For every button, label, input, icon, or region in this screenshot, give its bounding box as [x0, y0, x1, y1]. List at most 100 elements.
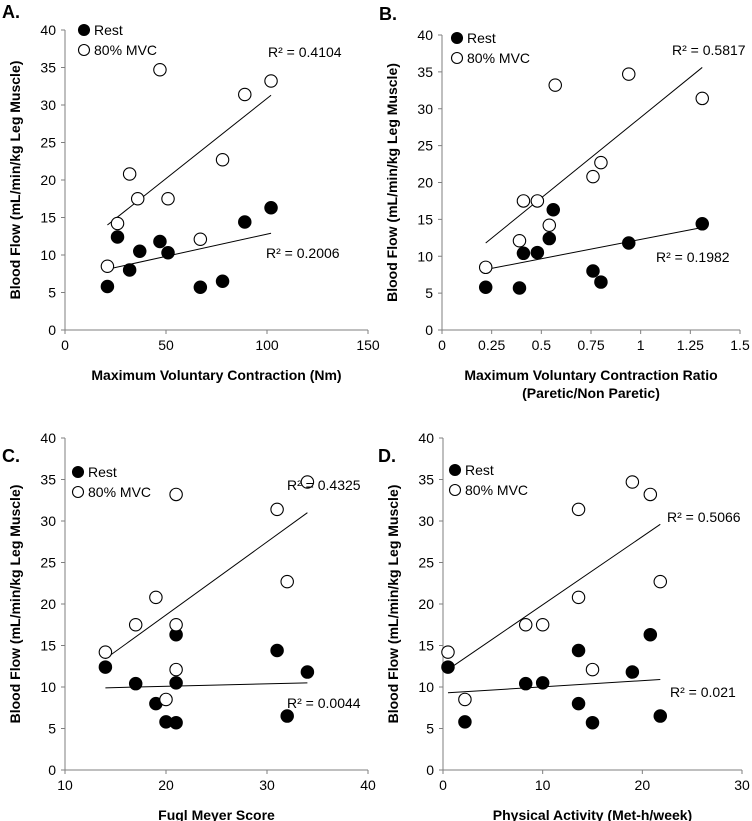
data-point-rest [100, 279, 115, 294]
data-point-mvc [542, 218, 557, 233]
y-tick-label: 40 [418, 430, 434, 446]
y-tick-label: 15 [418, 638, 434, 654]
data-point-rest [300, 665, 315, 679]
data-point-mvc [169, 617, 183, 632]
data-point-rest [270, 643, 284, 658]
y-tick-label: 30 [40, 513, 56, 529]
data-point-mvc [280, 574, 294, 589]
x-tick-label: 30 [259, 777, 275, 793]
y-tick-label: 30 [417, 101, 433, 117]
data-point-mvc [100, 259, 115, 273]
data-point-rest [625, 665, 640, 679]
trendline-mvc [447, 523, 661, 670]
chart-panel-4: D. 0 5 10 15 20 25 30 35 40 0 10 20 30 Physical Activi… [378, 430, 750, 821]
data-point-rest [621, 236, 636, 250]
data-point-rest [128, 676, 143, 691]
trendline-mvc [485, 67, 703, 244]
data-point-mvc [478, 260, 493, 275]
y-tick-label: 25 [418, 555, 434, 571]
data-point-rest [516, 246, 531, 261]
data-point-mvc [594, 155, 608, 170]
data-point-rest [695, 217, 710, 231]
legend-label: 80% MVC [467, 50, 530, 66]
data-point-mvc [458, 692, 472, 707]
data-point-mvc [238, 87, 252, 102]
data-point-rest [518, 676, 533, 691]
panel-label: A. [2, 2, 20, 22]
data-point-rest [169, 676, 183, 690]
y-tick-label: 10 [40, 679, 56, 695]
data-point-rest [458, 715, 472, 729]
legend-label: Rest [467, 30, 496, 46]
x-tick-label: 10 [57, 777, 73, 793]
y-axis-title: Blood Flow (mL/min/kg Leg Muscle) [385, 485, 401, 724]
data-point-mvc [264, 74, 278, 88]
data-point-mvc [153, 62, 167, 77]
r-squared-label: R² = 0.1982 [656, 249, 730, 265]
data-point-mvc [161, 192, 175, 206]
x-axis-title: Maximum Voluntary Contraction (Nm) [91, 367, 341, 383]
data-point-mvc [193, 232, 208, 247]
data-point-rest [441, 660, 455, 674]
data-point-rest [215, 274, 230, 288]
data-point-mvc [625, 475, 640, 489]
chart-panel-2: B. 0 5 10 15 20 25 30 35 40 0 0.25 0.5 0.75 1 1.25 1.5 Ma… [379, 4, 750, 401]
x-tick-label: 50 [158, 337, 174, 353]
data-point-rest [571, 643, 586, 658]
y-tick-label: 25 [40, 135, 56, 151]
data-point-rest [153, 234, 167, 249]
y-tick-label: 30 [418, 513, 434, 529]
legend-marker [448, 463, 462, 477]
data-point-mvc [110, 216, 125, 231]
y-tick-label: 5 [425, 285, 433, 301]
data-point-mvc [149, 590, 163, 605]
x-tick-label: 20 [158, 777, 174, 793]
data-point-mvc [270, 502, 284, 517]
legend-label: Rest [465, 462, 494, 478]
x-tick-label: 100 [255, 337, 279, 353]
y-tick-label: 15 [417, 211, 433, 227]
data-point-rest [161, 246, 175, 260]
legend-label: Rest [94, 22, 123, 38]
data-point-rest [512, 281, 527, 295]
trendline-mvc [107, 94, 272, 226]
r-squared-label: R² = 0.021 [670, 684, 736, 700]
legend-marker [450, 31, 464, 45]
y-tick-label: 0 [426, 762, 434, 778]
y-tick-label: 10 [418, 679, 434, 695]
data-point-mvc [535, 617, 550, 632]
data-point-mvc [571, 590, 586, 605]
data-point-rest [535, 676, 550, 690]
data-point-mvc [159, 692, 173, 707]
x-tick-label: 0.25 [478, 337, 505, 353]
data-point-mvc [571, 502, 586, 517]
legend-label: 80% MVC [88, 484, 151, 500]
x-axis-title: Fugl Meyer Score [158, 807, 275, 821]
data-point-mvc [300, 475, 315, 489]
y-tick-label: 0 [48, 322, 56, 338]
x-tick-label: 30 [734, 777, 750, 793]
y-tick-label: 25 [417, 138, 433, 154]
data-point-mvc [695, 91, 710, 106]
data-point-rest [586, 264, 600, 278]
data-point-rest [98, 660, 113, 674]
y-tick-label: 0 [425, 322, 433, 338]
data-point-rest [530, 245, 545, 260]
data-point-rest [132, 244, 147, 259]
y-tick-label: 10 [417, 248, 433, 264]
legend-label: 80% MVC [465, 482, 528, 498]
data-point-mvc [516, 194, 531, 208]
data-point-rest [546, 203, 561, 217]
x-tick-label: 20 [635, 777, 651, 793]
y-tick-label: 15 [40, 638, 56, 654]
legend-marker [450, 51, 464, 65]
r-squared-label: R² = 0.4325 [287, 477, 361, 493]
legend-marker [77, 43, 91, 57]
x-tick-label: 1 [637, 337, 645, 353]
trendline-mvc [105, 512, 308, 660]
data-point-mvc [215, 153, 230, 167]
data-point-mvc [653, 574, 668, 589]
data-point-mvc [621, 67, 636, 81]
y-tick-label: 25 [40, 555, 56, 571]
x-tick-label: 0 [61, 337, 69, 353]
